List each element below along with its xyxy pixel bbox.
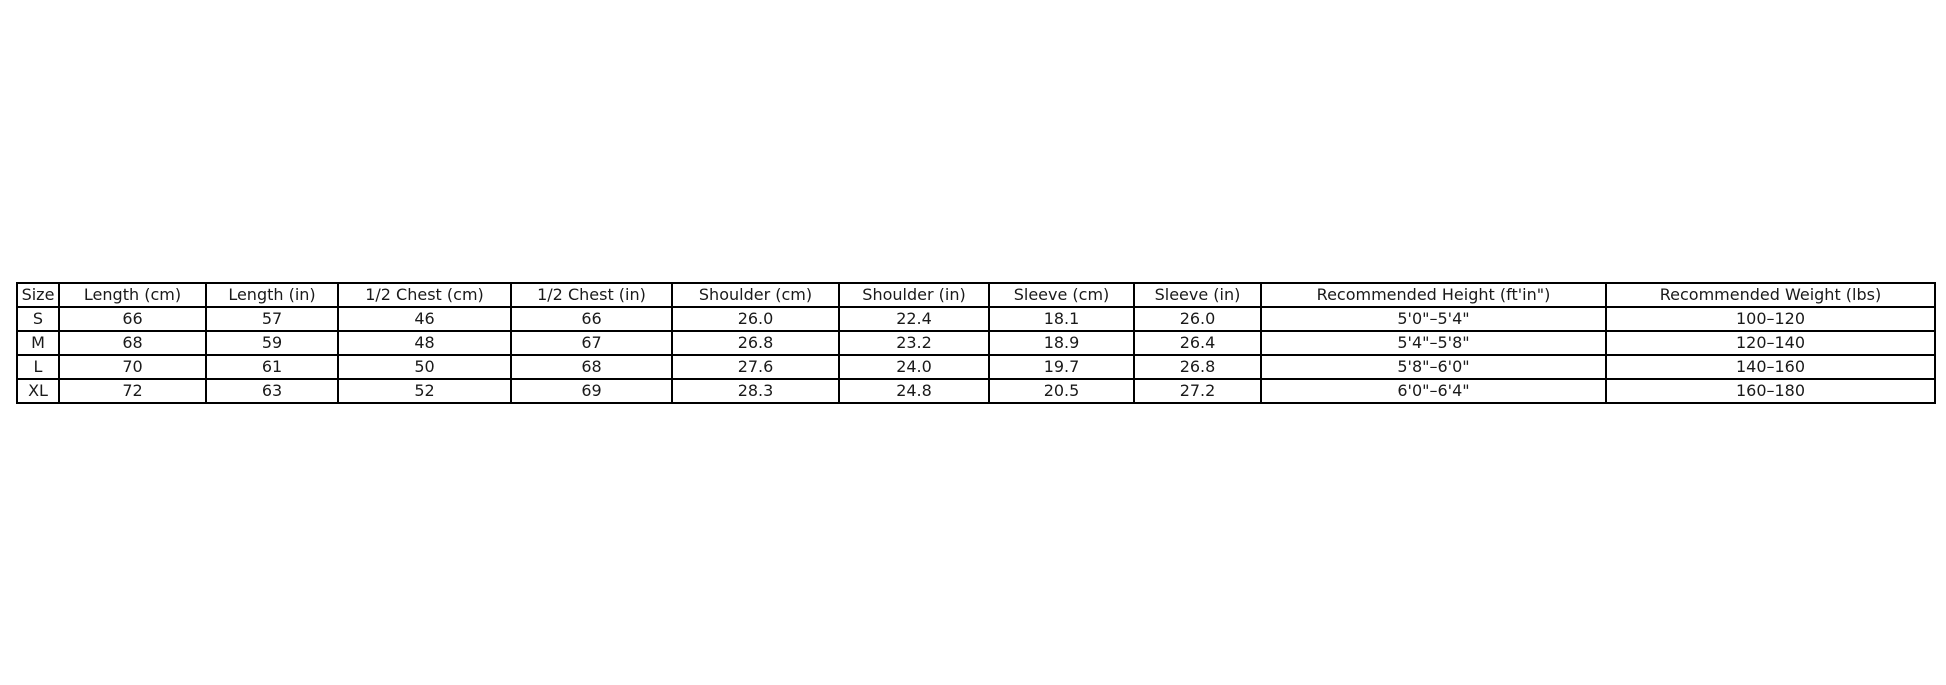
table-cell: 72 xyxy=(58,378,207,404)
table-cell: M xyxy=(16,330,60,356)
header-cell-half-chest-in: 1/2 Chest (in) xyxy=(510,282,673,308)
table-cell: 46 xyxy=(337,306,512,332)
table-cell: 5'0"–5'4" xyxy=(1260,306,1607,332)
table-cell: 20.5 xyxy=(988,378,1135,404)
table-cell: 26.4 xyxy=(1133,330,1262,356)
table-cell: 120–140 xyxy=(1605,330,1936,356)
table-cell: 68 xyxy=(510,354,673,380)
table-row-l: L 70 61 50 68 27.6 24.0 19.7 26.8 5'8"–6… xyxy=(16,354,1936,380)
table-cell: 6'0"–6'4" xyxy=(1260,378,1607,404)
header-cell-size: Size xyxy=(16,282,60,308)
table-cell: 18.9 xyxy=(988,330,1135,356)
table-cell: XL xyxy=(16,378,60,404)
table-cell: 26.8 xyxy=(671,330,840,356)
table-cell: 5'4"–5'8" xyxy=(1260,330,1607,356)
table-cell: 50 xyxy=(337,354,512,380)
table-cell: 140–160 xyxy=(1605,354,1936,380)
table-cell: 23.2 xyxy=(838,330,990,356)
header-cell-sleeve-cm: Sleeve (cm) xyxy=(988,282,1135,308)
table-cell: 59 xyxy=(205,330,339,356)
header-cell-length-cm: Length (cm) xyxy=(58,282,207,308)
table-row-s: S 66 57 46 66 26.0 22.4 18.1 26.0 5'0"–5… xyxy=(16,306,1936,332)
table-cell: 70 xyxy=(58,354,207,380)
table-cell: 160–180 xyxy=(1605,378,1936,404)
header-cell-shoulder-cm: Shoulder (cm) xyxy=(671,282,840,308)
header-cell-sleeve-in: Sleeve (in) xyxy=(1133,282,1262,308)
table-cell: 52 xyxy=(337,378,512,404)
header-cell-length-in: Length (in) xyxy=(205,282,339,308)
table-cell: 48 xyxy=(337,330,512,356)
table-cell: 66 xyxy=(510,306,673,332)
table-cell: L xyxy=(16,354,60,380)
size-chart-table: Size Length (cm) Length (in) 1/2 Chest (… xyxy=(16,282,1936,404)
table-cell: 24.0 xyxy=(838,354,990,380)
header-cell-shoulder-in: Shoulder (in) xyxy=(838,282,990,308)
header-cell-half-chest-cm: 1/2 Chest (cm) xyxy=(337,282,512,308)
table-cell: 18.1 xyxy=(988,306,1135,332)
header-row: Size Length (cm) Length (in) 1/2 Chest (… xyxy=(16,282,1936,308)
table-cell: 28.3 xyxy=(671,378,840,404)
table-cell: 68 xyxy=(58,330,207,356)
table-cell: 24.8 xyxy=(838,378,990,404)
table-cell: 27.6 xyxy=(671,354,840,380)
table-cell: 27.2 xyxy=(1133,378,1262,404)
header-cell-rec-height: Recommended Height (ft'in") xyxy=(1260,282,1607,308)
table-cell: 69 xyxy=(510,378,673,404)
table-cell: 63 xyxy=(205,378,339,404)
table-cell: 67 xyxy=(510,330,673,356)
table-cell: 26.0 xyxy=(671,306,840,332)
table-cell: 5'8"–6'0" xyxy=(1260,354,1607,380)
table-cell: 19.7 xyxy=(988,354,1135,380)
table-cell: 26.8 xyxy=(1133,354,1262,380)
table-cell: 22.4 xyxy=(838,306,990,332)
table-row-xl: XL 72 63 52 69 28.3 24.8 20.5 27.2 6'0"–… xyxy=(16,378,1936,404)
table-row-m: M 68 59 48 67 26.8 23.2 18.9 26.4 5'4"–5… xyxy=(16,330,1936,356)
table-cell: 26.0 xyxy=(1133,306,1262,332)
header-cell-rec-weight: Recommended Weight (lbs) xyxy=(1605,282,1936,308)
table-cell: 61 xyxy=(205,354,339,380)
table-cell: 66 xyxy=(58,306,207,332)
table-cell: S xyxy=(16,306,60,332)
table-cell: 57 xyxy=(205,306,339,332)
table-cell: 100–120 xyxy=(1605,306,1936,332)
